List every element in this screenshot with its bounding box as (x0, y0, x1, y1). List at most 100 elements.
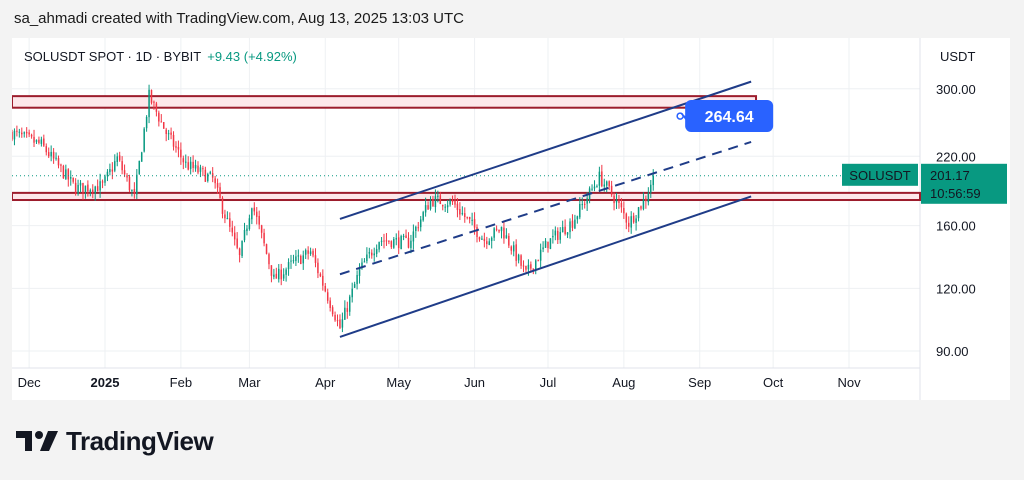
candle-body (522, 265, 525, 267)
candle-body (410, 240, 412, 248)
candle-body (167, 133, 170, 135)
candle-body (155, 103, 158, 112)
last-price-badge (921, 163, 1007, 204)
candle-body (640, 206, 642, 209)
candle-body (189, 161, 192, 169)
candle-body (334, 314, 336, 321)
candle-body (336, 320, 339, 322)
candle (219, 182, 221, 199)
candle (481, 235, 483, 240)
candle-body (82, 182, 84, 193)
candle-body (564, 226, 566, 235)
candle (583, 201, 586, 209)
candle (569, 218, 571, 239)
candle (490, 236, 493, 249)
candle-body (192, 161, 194, 168)
candle-body (437, 195, 439, 197)
candle (314, 248, 317, 268)
candle (317, 258, 319, 279)
candle-body (133, 189, 136, 194)
candle (557, 227, 559, 245)
candle-body (255, 211, 258, 217)
candle-body (439, 195, 442, 205)
candle (439, 191, 442, 205)
candle-body (38, 139, 40, 143)
time-axis-label: Feb (170, 375, 192, 390)
candle-body (486, 241, 488, 245)
candle (128, 174, 131, 193)
candle (400, 234, 402, 250)
candle (121, 156, 123, 175)
candle-body (473, 219, 476, 228)
candle (628, 216, 630, 233)
candle (424, 197, 427, 217)
currency-label[interactable]: USDT (940, 49, 976, 64)
candle-body (530, 264, 532, 269)
candle-body (632, 215, 635, 223)
candle (199, 164, 202, 178)
candle (336, 314, 339, 327)
candle (610, 180, 613, 197)
price-axis-label: 90.00 (936, 344, 969, 359)
candle (38, 136, 40, 145)
candle-body (402, 235, 405, 237)
candle-body (111, 169, 114, 172)
candle (647, 187, 650, 206)
candle-body (508, 235, 510, 246)
candle-body (57, 158, 60, 166)
candle (268, 252, 270, 270)
candle (260, 224, 263, 239)
time-axis-label: 2025 (91, 375, 120, 390)
candle (537, 259, 539, 262)
candle-body (317, 262, 319, 274)
candle-body (388, 240, 390, 242)
candle-body (295, 256, 297, 261)
candle (194, 159, 197, 172)
candle (552, 229, 554, 244)
candle (371, 249, 373, 259)
candle (21, 127, 23, 138)
candle-body (131, 189, 133, 191)
candle (312, 248, 314, 258)
candle-body (583, 203, 586, 205)
candle (366, 247, 368, 264)
time-axis-label: Jun (464, 375, 485, 390)
candle-body (395, 238, 397, 240)
candle (263, 228, 265, 247)
candle (170, 127, 172, 140)
candle (16, 125, 18, 137)
symbol-legend[interactable]: SOLUSDT SPOT · 1D · BYBIT +9.43 (+4.92%) (24, 49, 297, 64)
candle-body (251, 208, 253, 220)
time-axis-label: Nov (837, 375, 861, 390)
candle (373, 247, 375, 262)
time-axis-label: Mar (238, 375, 261, 390)
candle-body (498, 229, 500, 232)
candle (388, 240, 390, 245)
candle (437, 190, 439, 203)
bar-countdown: 10:56:59 (930, 186, 981, 201)
candle-body (79, 182, 82, 186)
candle-body (104, 176, 106, 183)
candle (104, 174, 106, 186)
candle-body (515, 244, 517, 261)
candle-body (229, 218, 231, 227)
candle-body (224, 214, 226, 219)
candle (512, 241, 515, 257)
price-chart[interactable]: Dec 2025 Feb Mar Apr May Jun Jul Aug Sep Oct Nov 30… (12, 38, 1010, 400)
candle (123, 164, 126, 178)
candle-body (21, 132, 23, 135)
candle (461, 206, 464, 216)
candle (77, 179, 79, 196)
candle-body (329, 300, 331, 308)
candle-body (158, 112, 160, 122)
candle-body (569, 221, 571, 233)
candle (118, 151, 121, 162)
resistance-zone (12, 95, 758, 109)
candle (251, 207, 253, 225)
price-axis-label: 160.00 (936, 219, 976, 234)
candle-body (557, 230, 559, 240)
candle (564, 219, 566, 236)
candle-body (182, 158, 185, 163)
candle (246, 225, 248, 236)
chart-panel[interactable]: Dec 2025 Feb Mar Apr May Jun Jul Aug Sep Oct Nov 30… (12, 38, 1010, 400)
